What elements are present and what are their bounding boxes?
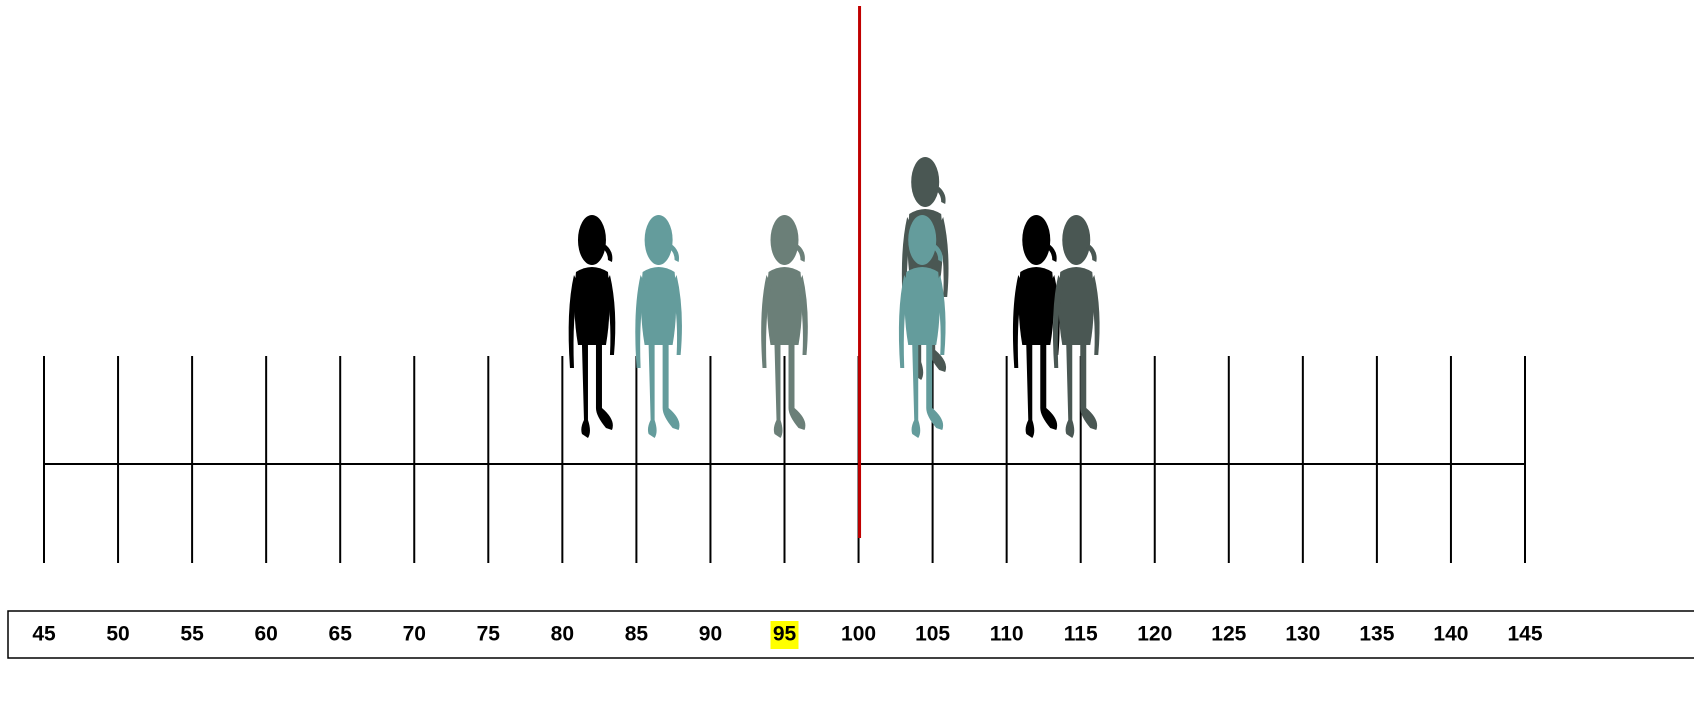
figure-head — [908, 215, 936, 265]
figure-body — [1059, 267, 1094, 345]
figure-legs — [1026, 345, 1058, 438]
tick-label: 120 — [1137, 623, 1172, 646]
figure-body — [641, 267, 676, 345]
figure-head — [578, 215, 606, 265]
figure-body — [767, 267, 802, 345]
figure-body — [905, 267, 940, 345]
number-line-view: 45 50 55 60 65 70 75 80 85 90 95 100 105 110 115 120 125… — [0, 0, 1694, 710]
page: 45 50 55 60 65 70 75 80 85 90 95 100 105 110 115 120 125… — [0, 0, 1694, 710]
tick-label: 65 — [329, 623, 353, 646]
tick-label: 135 — [1359, 623, 1394, 646]
tick-label: 75 — [477, 623, 501, 646]
figure-legs — [581, 345, 613, 438]
tick-label: 50 — [106, 623, 129, 646]
tick-label: 125 — [1211, 623, 1246, 646]
figure-head — [645, 215, 673, 265]
figure-head — [911, 157, 939, 207]
figure-head — [1022, 215, 1050, 265]
figure-head — [1062, 215, 1090, 265]
figure-body — [1019, 267, 1054, 345]
figure — [1013, 215, 1060, 438]
tick-label: 145 — [1507, 623, 1542, 646]
figure-legs — [774, 345, 806, 438]
figure — [635, 215, 682, 438]
tick-label: 95 — [773, 623, 797, 646]
figure — [1053, 215, 1100, 438]
figure-body — [574, 267, 609, 345]
tick-label: 105 — [915, 623, 950, 646]
tick-label: 70 — [403, 623, 426, 646]
tick-label: 115 — [1064, 623, 1098, 646]
tick-label: 85 — [625, 623, 649, 646]
tick-label: 80 — [551, 623, 574, 646]
tick-label: 140 — [1433, 623, 1468, 646]
tick-label: 55 — [180, 623, 204, 646]
tick-label: 90 — [699, 623, 722, 646]
tick-label: 110 — [990, 623, 1024, 646]
tick-label: 130 — [1285, 623, 1320, 646]
figure-head — [771, 215, 799, 265]
figure-legs — [648, 345, 680, 438]
tick-label: 60 — [254, 623, 277, 646]
figure — [569, 215, 616, 438]
tick-label: 45 — [32, 623, 56, 646]
tick-label: 100 — [841, 623, 876, 646]
